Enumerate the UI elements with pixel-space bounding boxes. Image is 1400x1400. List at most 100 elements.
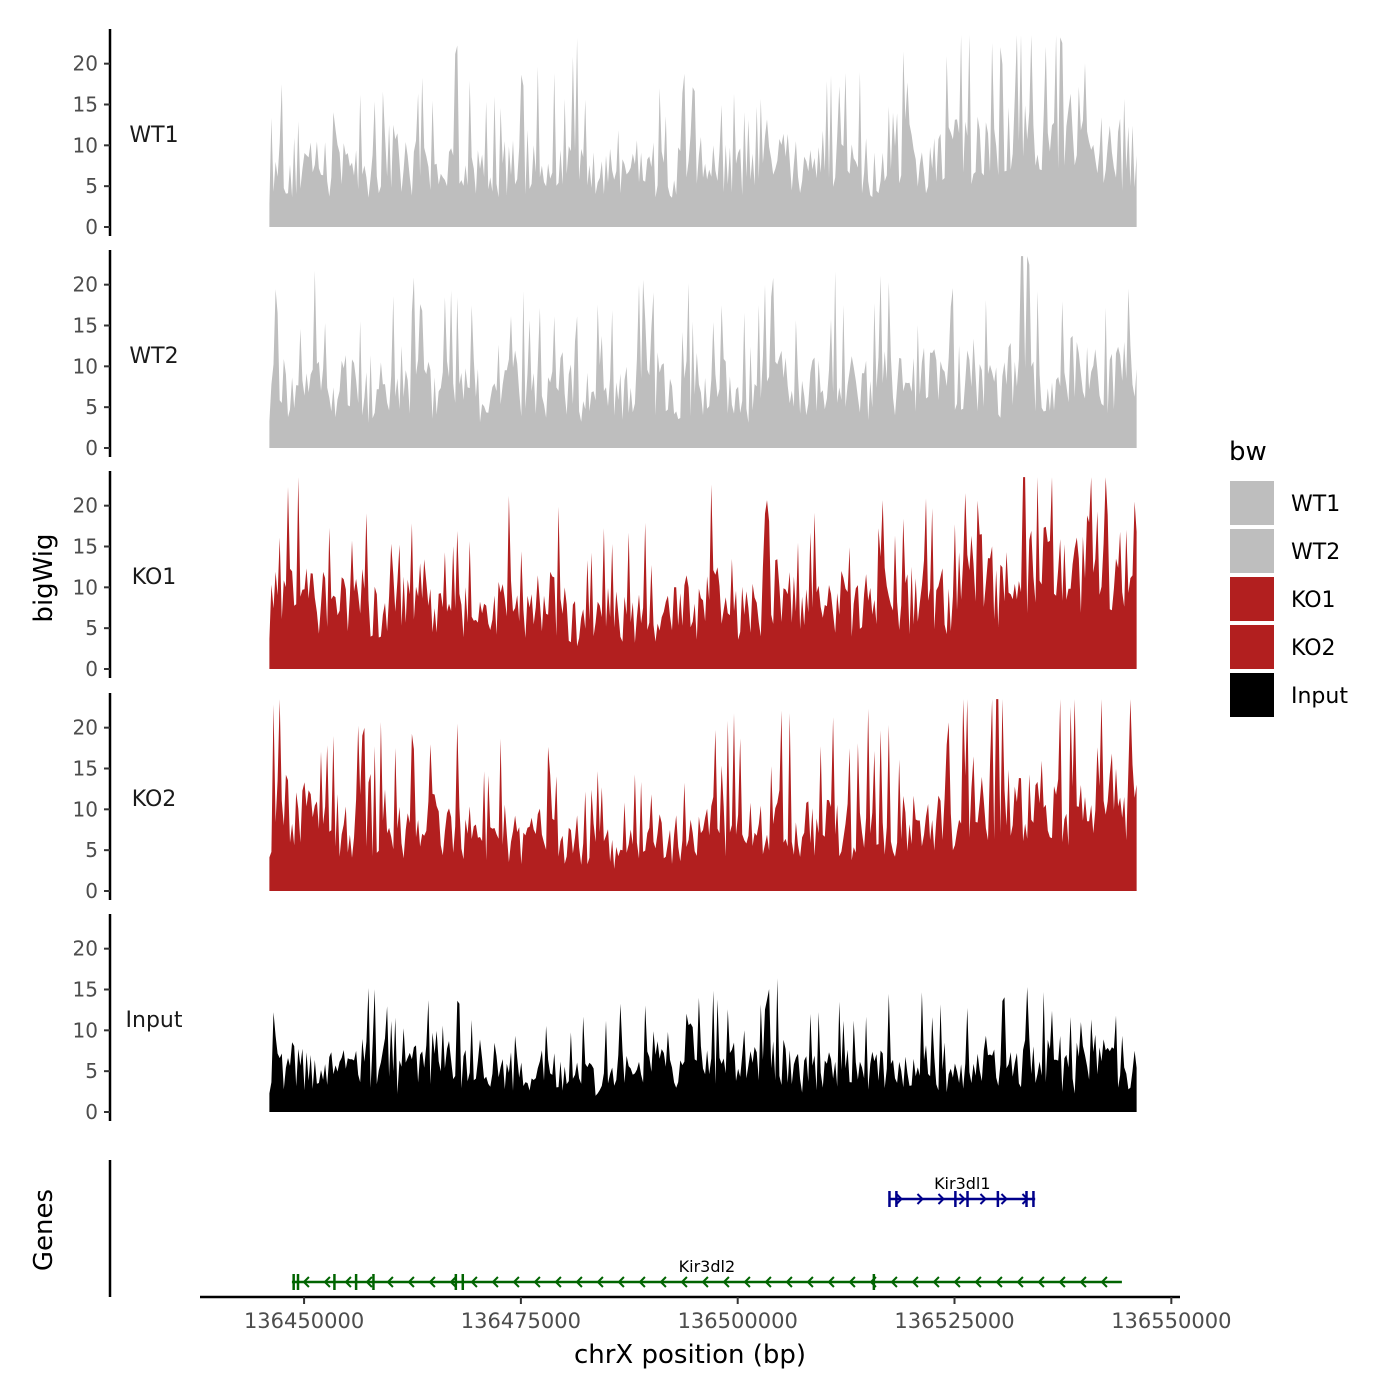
track-panel-ko2: 0 5 10 15 20 KO2	[73, 693, 1137, 903]
strand-arrow	[895, 1193, 903, 1205]
strand-arrow	[890, 1276, 898, 1288]
strand-arrow	[659, 1276, 667, 1288]
track-panel-ko1: 0 5 10 15 20 KO1	[73, 471, 1137, 681]
strand-arrow	[916, 1193, 924, 1205]
strand-arrow	[449, 1276, 457, 1288]
x-tick-label: 136475000	[461, 1309, 581, 1333]
strand-arrow	[344, 1276, 352, 1288]
y-tick-label: 5	[85, 1059, 98, 1083]
track-panels: 0 5 10 15 20 WT1 0 5 10 15 20 WT2 0 5 10 15 20 KO1 0 5 10 15 2…	[73, 29, 1137, 1124]
strand-arrow	[1000, 1193, 1008, 1205]
strand-arrow	[722, 1276, 730, 1288]
legend-label: WT2	[1291, 540, 1340, 565]
track-panel-wt2: 0 5 10 15 20 WT2	[73, 250, 1137, 460]
strand-arrow	[533, 1276, 541, 1288]
strand-arrow	[806, 1276, 814, 1288]
track-panel-wt1: 0 5 10 15 20 WT1	[73, 29, 1137, 239]
y-tick-label: 20	[73, 273, 98, 297]
y-axis-title: bigWig	[29, 533, 59, 622]
y-tick-label: 10	[73, 575, 98, 599]
y-tick-label: 0	[85, 657, 98, 681]
y-tick-label: 10	[73, 797, 98, 821]
strand-arrow	[680, 1276, 688, 1288]
track-label: WT2	[129, 344, 178, 369]
gene-kir3dl2: Kir3dl2	[291, 1257, 1122, 1290]
strand-arrow	[638, 1276, 646, 1288]
strand-arrow	[491, 1276, 499, 1288]
strand-arrow	[932, 1276, 940, 1288]
legend-swatch	[1230, 481, 1274, 525]
track-panel-input: 0 5 10 15 20 Input	[73, 914, 1137, 1124]
strand-arrow	[785, 1276, 793, 1288]
legend-entry-wt1: WT1	[1230, 481, 1340, 525]
coverage-area	[269, 699, 1137, 891]
strand-arrow	[1016, 1276, 1024, 1288]
strand-arrow	[958, 1193, 966, 1205]
strand-arrow	[827, 1276, 835, 1288]
strand-arrow	[1058, 1276, 1066, 1288]
legend-entry-input: Input	[1230, 673, 1348, 717]
x-tick-label: 136550000	[1111, 1309, 1231, 1333]
legend-title: bw	[1229, 437, 1267, 467]
y-tick-label: 15	[73, 535, 98, 559]
strand-arrow	[428, 1276, 436, 1288]
strand-arrow	[512, 1276, 520, 1288]
x-tick-label: 136525000	[894, 1309, 1014, 1333]
strand-arrow	[1037, 1276, 1045, 1288]
y-tick-label: 0	[85, 436, 98, 460]
genes-track: Kir3dl1 Kir3dl2	[108, 1160, 1122, 1297]
y-tick-label: 10	[73, 354, 98, 378]
y-tick-label: 10	[73, 133, 98, 157]
gene-label: Kir3dl2	[679, 1257, 735, 1276]
x-tick-label: 136450000	[244, 1309, 364, 1333]
strand-arrow	[974, 1276, 982, 1288]
track-label: KO2	[132, 787, 177, 812]
gene-label: Kir3dl1	[934, 1174, 990, 1193]
strand-arrow	[911, 1276, 919, 1288]
y-tick-label: 5	[85, 616, 98, 640]
track-label: KO1	[132, 565, 177, 590]
strand-arrow	[979, 1193, 987, 1205]
y-tick-label: 0	[85, 215, 98, 239]
strand-arrow	[596, 1276, 604, 1288]
strand-arrow	[1079, 1276, 1087, 1288]
gene-kir3dl1: Kir3dl1	[888, 1174, 1036, 1207]
coverage-area	[269, 35, 1137, 227]
strand-arrow	[953, 1276, 961, 1288]
legend: bw WT1 WT2 KO1 KO2 Input	[1229, 437, 1348, 717]
y-tick-label: 20	[73, 937, 98, 961]
legend-entry-ko2: KO2	[1230, 625, 1336, 669]
y-tick-label: 20	[73, 52, 98, 76]
strand-arrow	[1100, 1276, 1108, 1288]
track-label: Input	[126, 1008, 183, 1033]
coverage-area	[269, 477, 1137, 669]
y-tick-label: 0	[85, 879, 98, 903]
y-tick-label: 0	[85, 1100, 98, 1124]
strand-arrow	[386, 1276, 394, 1288]
strand-arrow	[554, 1276, 562, 1288]
y-tick-label: 5	[85, 395, 98, 419]
legend-entry-wt2: WT2	[1230, 529, 1340, 573]
y-tick-label: 15	[73, 314, 98, 338]
y-tick-label: 15	[73, 757, 98, 781]
y-tick-label: 20	[73, 494, 98, 518]
y-tick-label: 5	[85, 174, 98, 198]
legend-label: KO1	[1291, 588, 1336, 613]
x-tick-label: 136500000	[678, 1309, 798, 1333]
y-tick-label: 15	[73, 978, 98, 1002]
legend-swatch	[1230, 529, 1274, 573]
strand-arrow	[407, 1276, 415, 1288]
legend-label: KO2	[1291, 636, 1336, 661]
strand-arrow	[764, 1276, 772, 1288]
strand-arrow	[995, 1276, 1003, 1288]
y-tick-label: 5	[85, 838, 98, 862]
strand-arrow	[470, 1276, 478, 1288]
legend-label: Input	[1291, 684, 1348, 709]
coverage-area	[269, 256, 1137, 448]
strand-arrow	[701, 1276, 709, 1288]
y-tick-label: 20	[73, 716, 98, 740]
strand-arrow	[365, 1276, 373, 1288]
genes-track-title: Genes	[29, 1189, 59, 1271]
x-axis: 136450000 136475000 136500000 136525000 1365…	[200, 1295, 1231, 1333]
